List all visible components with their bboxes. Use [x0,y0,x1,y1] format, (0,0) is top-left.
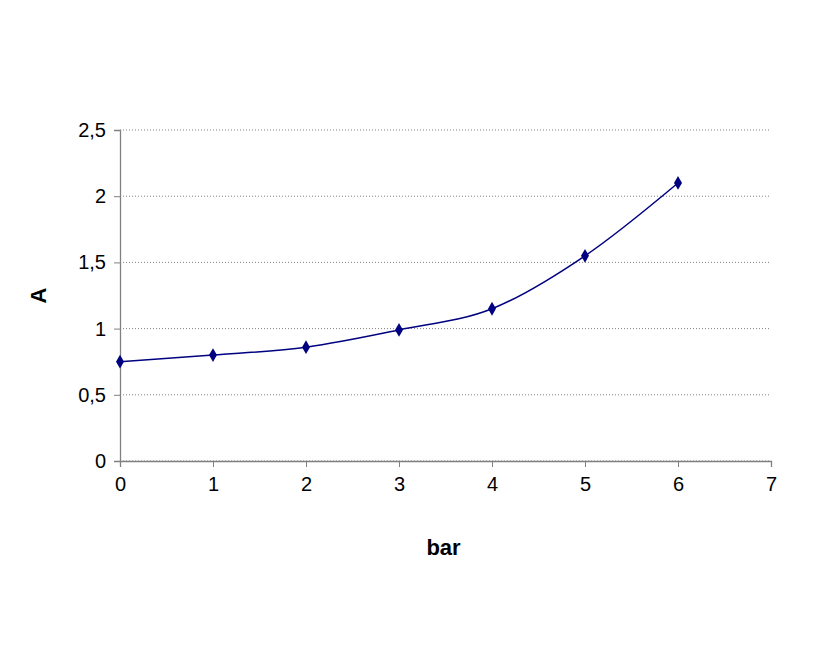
tick: 1 [208,461,219,495]
tick-label: 3 [394,473,405,495]
tick-mark [399,461,400,467]
grid-line [120,394,771,395]
tick-label: 2,5 [78,119,106,141]
line [120,183,678,362]
tick-label: 0 [95,450,106,472]
tick-mark [114,262,120,263]
tick-mark [213,461,214,467]
tick-label: 2 [301,473,312,495]
tick-label: 1 [208,473,219,495]
marker [581,249,589,263]
tick-mark [114,329,120,330]
tick-mark [114,395,120,396]
tick-mark [771,461,772,467]
tick-mark [678,461,679,467]
tick: 2 [95,185,120,207]
tick-label: 6 [673,473,684,495]
tick: 1 [95,318,120,340]
series [116,176,682,369]
marker [395,323,403,337]
tick: 0,5 [78,384,120,406]
y-axis: 0 0,5 1 1,5 2 2,5 [78,119,120,472]
tick: 1,5 [78,251,120,273]
tick: 5 [580,461,591,495]
tick-label: 5 [580,473,591,495]
tick-mark [492,461,493,467]
grid-line [120,130,771,131]
tick-mark [585,461,586,467]
tick: 6 [673,461,684,495]
tick-mark [114,130,120,131]
marker [302,340,310,354]
x-axis: 0 1 2 3 4 5 6 7 [115,461,777,495]
marker [488,302,496,316]
tick-label: 4 [487,473,498,495]
tick: 7 [766,461,777,495]
tick: 2,5 [78,119,120,141]
tick: 3 [394,461,405,495]
grid [120,130,771,461]
tick-label: 0,5 [78,384,106,406]
tick: 2 [301,461,312,495]
tick-mark [114,461,120,462]
tick-label: 0 [115,473,126,495]
axis-line [121,462,772,468]
tick: 4 [487,461,498,495]
axis-line [114,131,121,462]
x-axis-title: bar [426,535,461,560]
tick: 0 [115,461,126,495]
grid-line [120,262,771,263]
tick-label: 1,5 [78,251,106,273]
tick: 0 [95,450,120,472]
tick-mark [114,196,120,197]
tick-label: 2 [95,185,106,207]
tick-mark [306,461,307,467]
chart: 0 1 2 3 4 5 6 7 0 0,5 1 1,5 2 2,5 bar A [0,0,824,654]
grid-line [120,328,771,329]
marker [209,348,217,362]
y-axis-title: A [26,287,51,303]
marker [116,355,124,369]
grid-line [120,196,771,197]
marker [674,176,682,190]
tick-label: 7 [766,473,777,495]
tick-label: 1 [95,318,106,340]
